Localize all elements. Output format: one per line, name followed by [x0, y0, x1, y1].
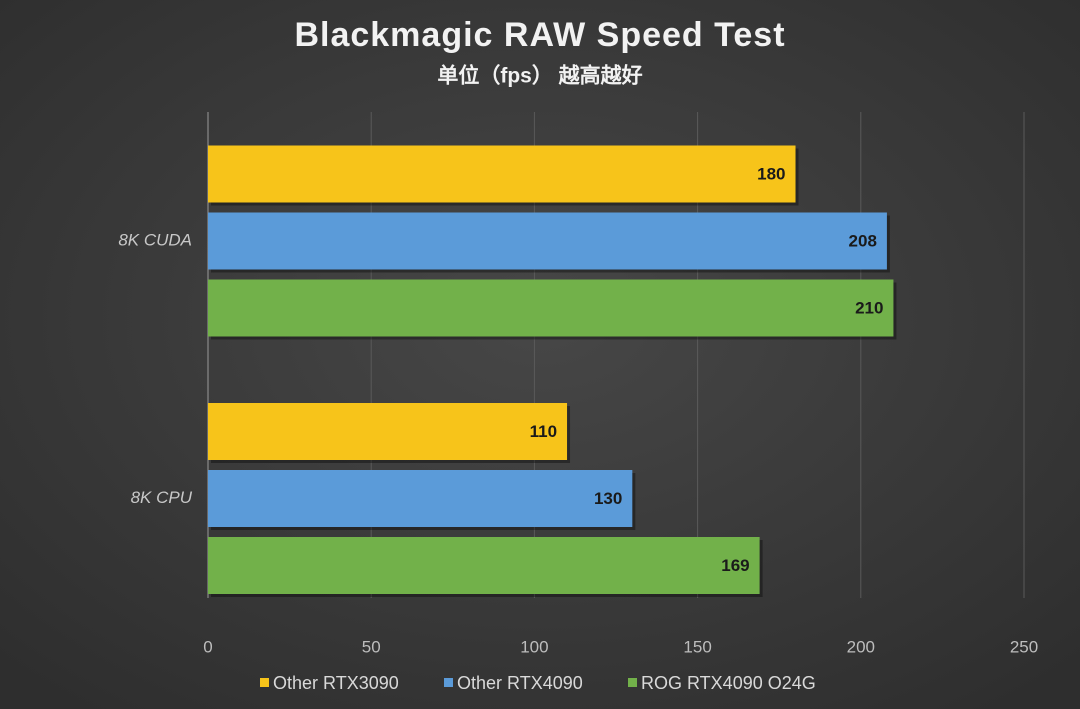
x-tick-label: 50 — [362, 637, 381, 656]
bar — [208, 537, 760, 594]
bar — [208, 212, 887, 270]
bar — [208, 403, 568, 460]
legend-marker — [260, 678, 269, 687]
data-label: 130 — [594, 489, 622, 508]
chart-title: Blackmagic RAW Speed Test — [294, 16, 785, 54]
legend-label: Other RTX4090 — [457, 673, 583, 693]
bar — [208, 470, 633, 527]
bar — [208, 279, 894, 337]
legend-marker — [444, 678, 453, 687]
x-tick-label: 250 — [1010, 637, 1038, 656]
data-label: 208 — [849, 231, 877, 250]
legend-label: Other RTX3090 — [273, 673, 399, 693]
x-tick-label: 100 — [520, 637, 548, 656]
data-label: 169 — [721, 556, 749, 575]
legend-label: ROG RTX4090 O24G — [641, 673, 816, 693]
data-label: 210 — [855, 298, 883, 317]
y-tick-label: 8K CPU — [131, 488, 193, 507]
bar — [208, 145, 796, 203]
chart-subtitle: 单位（fps） 越高越好 — [437, 64, 642, 88]
y-tick-label: 8K CUDA — [118, 230, 192, 249]
x-tick-label: 150 — [683, 637, 711, 656]
x-tick-label: 200 — [847, 637, 875, 656]
data-label: 180 — [757, 164, 785, 183]
x-tick-label: 0 — [203, 637, 212, 656]
data-label: 110 — [530, 422, 557, 441]
legend-marker — [628, 678, 637, 687]
